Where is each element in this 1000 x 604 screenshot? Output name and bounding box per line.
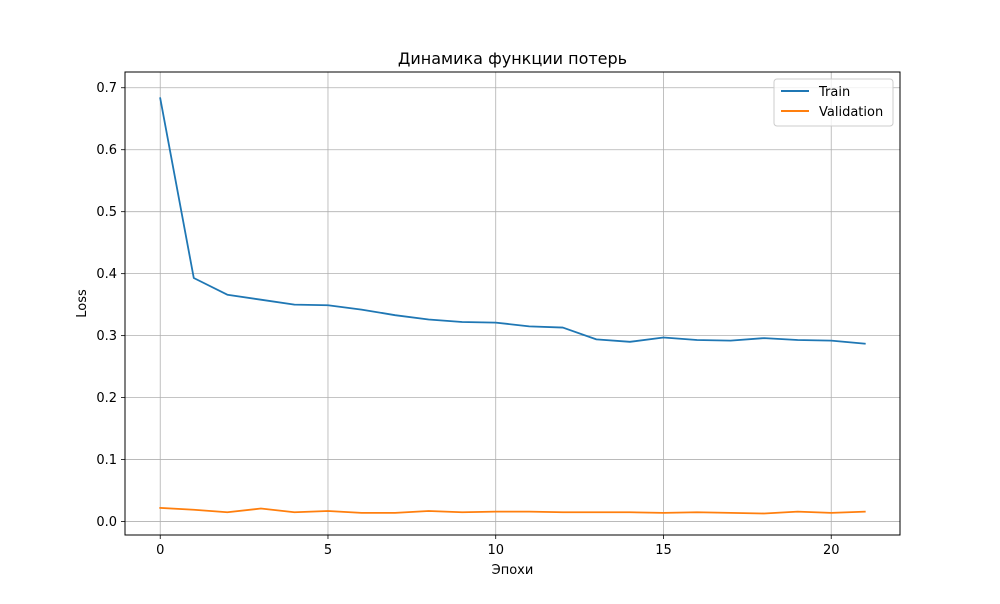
- legend: Train Validation: [773, 78, 894, 127]
- plot-frame: [124, 71, 901, 536]
- x-axis-label: Эпохи: [492, 563, 534, 578]
- y-axis-label: Loss: [75, 289, 90, 318]
- y-tick-label: 0.3: [96, 329, 117, 344]
- x-tick-label: 15: [655, 543, 672, 558]
- y-tick-label: 0.0: [96, 515, 117, 530]
- x-tick-label: 10: [487, 543, 504, 558]
- plot-area: [125, 72, 900, 535]
- x-tick-label: 5: [324, 543, 332, 558]
- y-axis-ticks: 0.0 0.1 0.2 0.3 0.4 0.5 0.6 0.7: [96, 81, 125, 530]
- y-tick-label: 0.7: [96, 81, 117, 96]
- series-line-train: [159, 97, 866, 345]
- legend-label-validation: Validation: [819, 105, 883, 120]
- y-tick-label: 0.4: [96, 267, 117, 282]
- chart-title: Динамика функции потерь: [398, 49, 627, 68]
- x-tick-label: 0: [156, 543, 164, 558]
- series-line-validation: [159, 506, 866, 515]
- y-tick-label: 0.2: [96, 391, 117, 406]
- x-tick-label: 20: [823, 543, 840, 558]
- y-tick-label: 0.6: [96, 143, 117, 158]
- series-lines: [159, 97, 866, 515]
- y-tick-label: 0.5: [96, 205, 117, 220]
- grid-lines: [125, 72, 900, 535]
- legend-label-train: Train: [818, 85, 850, 100]
- y-tick-label: 0.1: [96, 453, 117, 468]
- x-axis-ticks: 0 5 10 15 20: [156, 535, 839, 558]
